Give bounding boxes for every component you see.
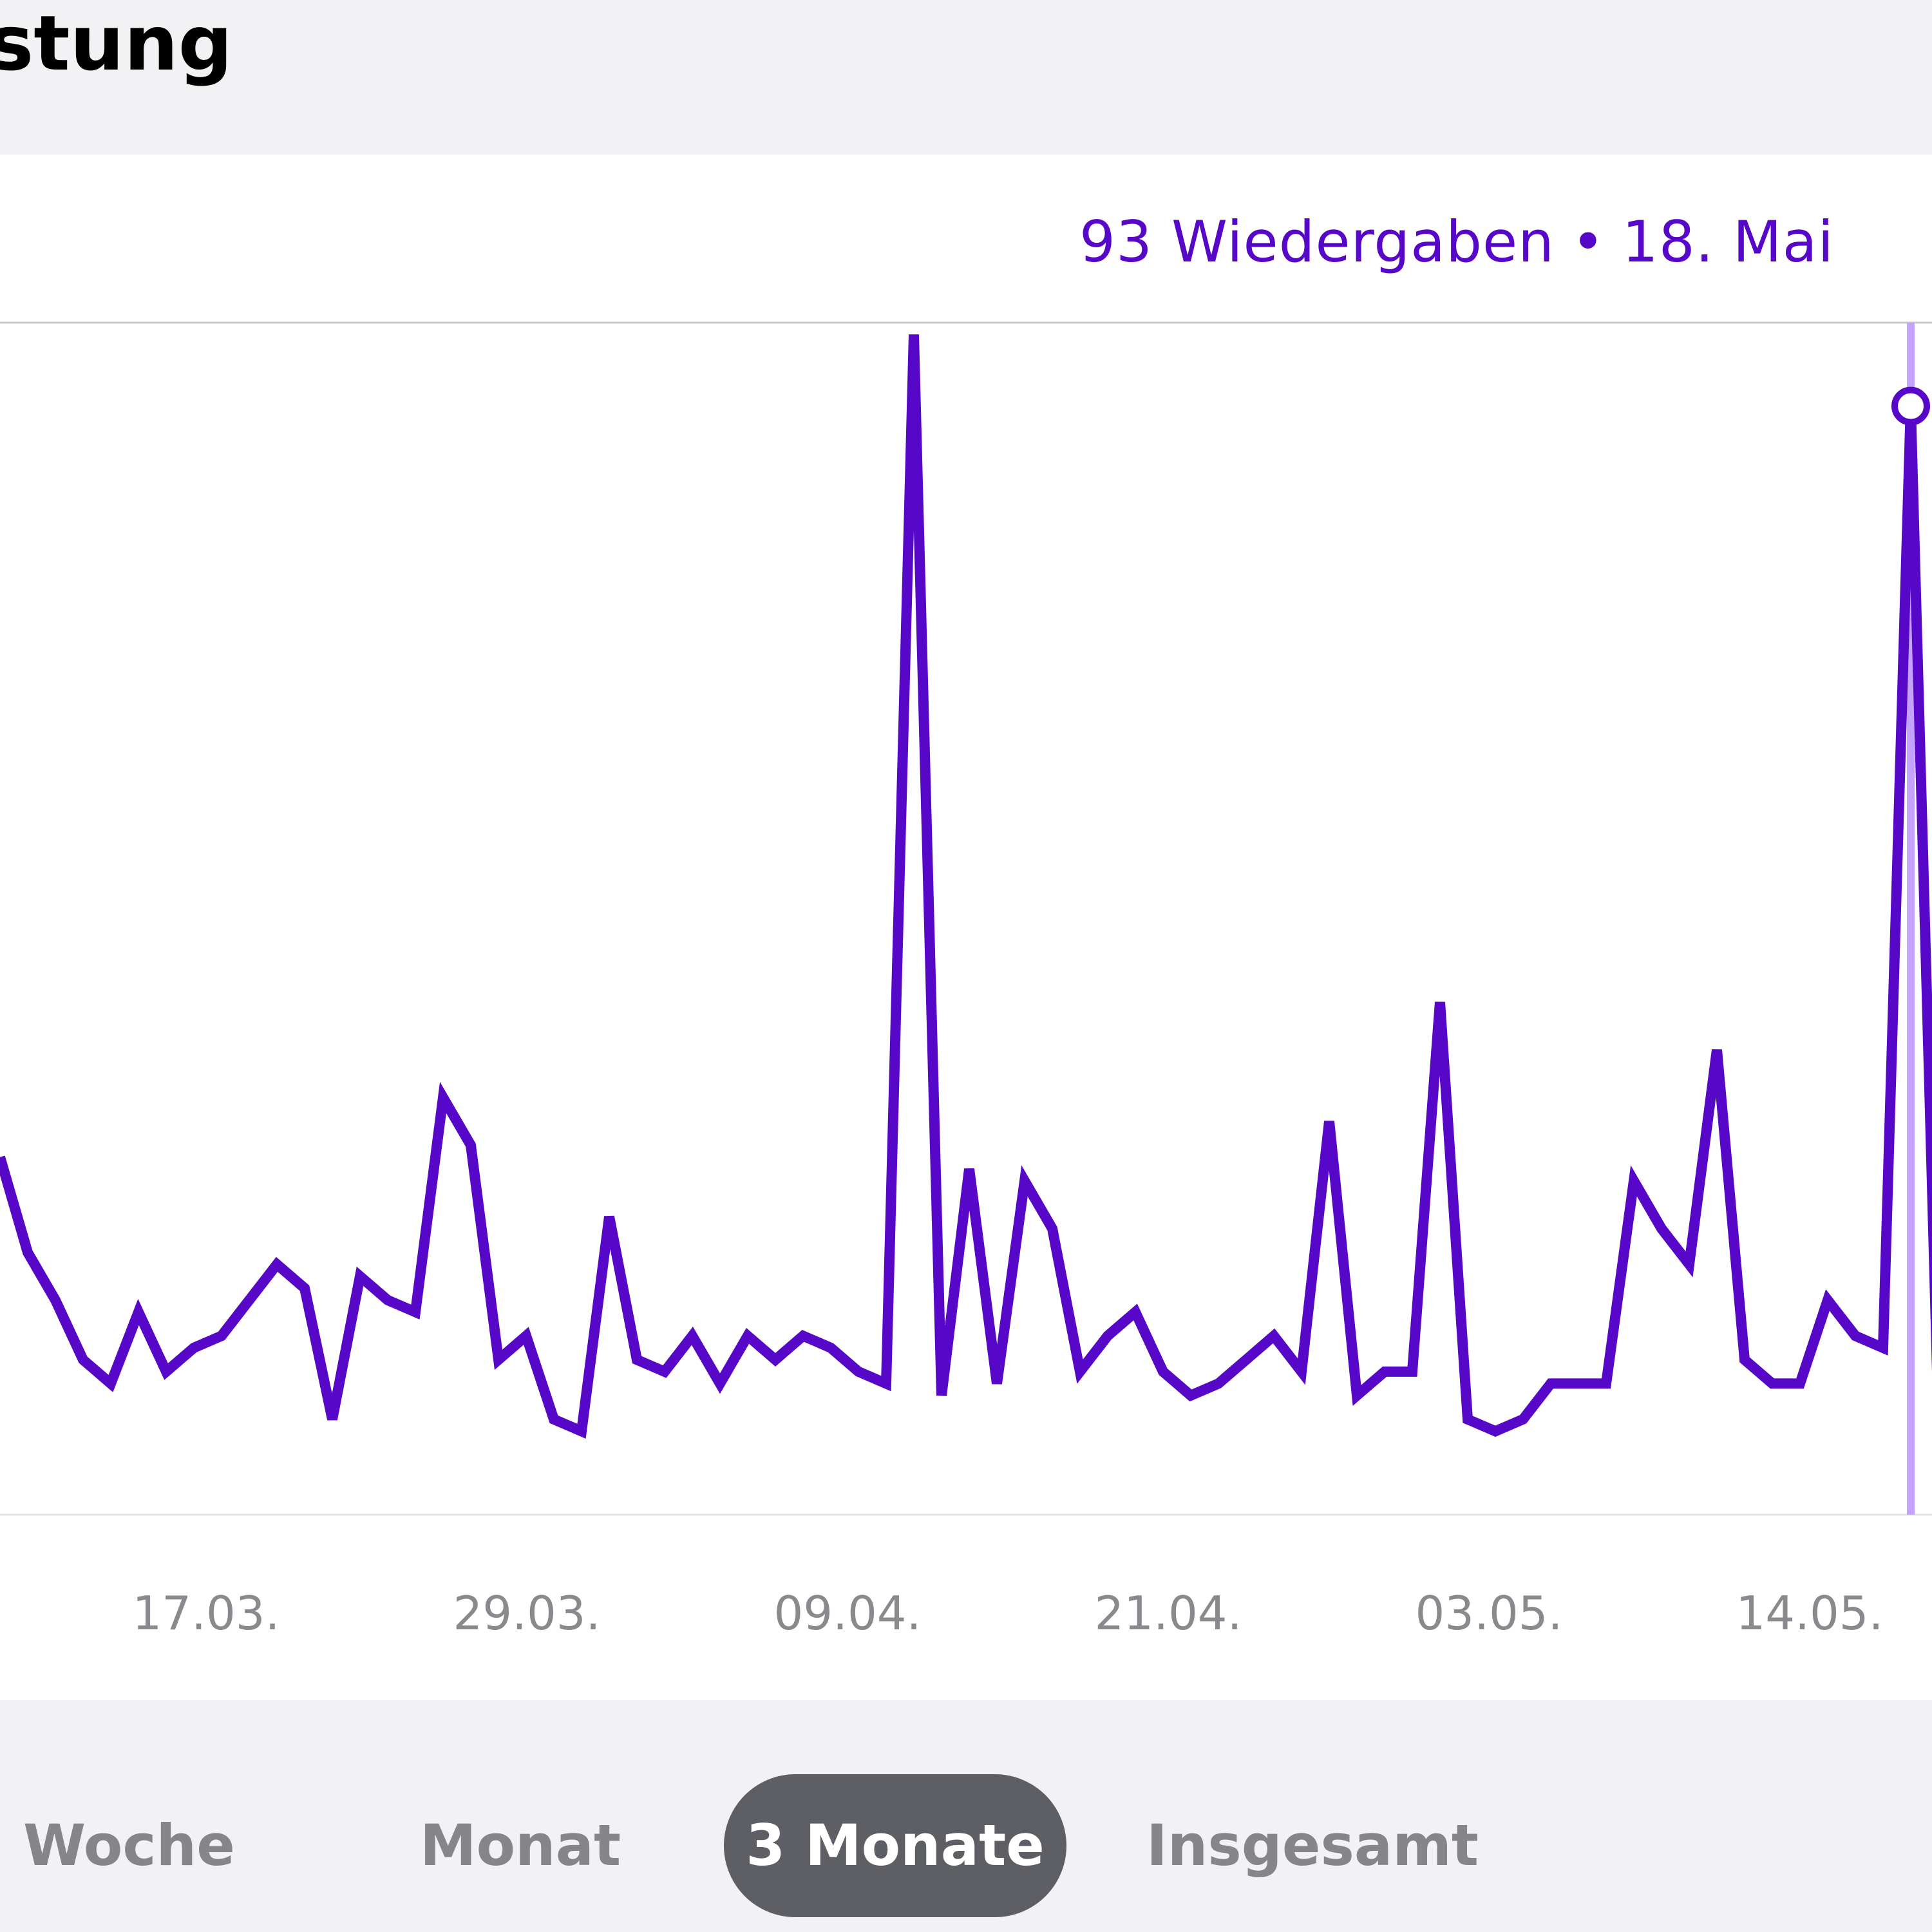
- page-title: stung: [0, 0, 233, 88]
- readout-value: 93 Wiedergaben: [1079, 209, 1555, 275]
- tab-week[interactable]: Woche: [23, 1812, 235, 1879]
- tab-all-time[interactable]: Insgesamt: [1146, 1812, 1479, 1879]
- header: stung: [0, 0, 1932, 155]
- chart-card: [0, 155, 1932, 1700]
- selected-point-readout: 93 Wiedergaben • 18. Mai: [1079, 210, 1834, 274]
- tab-month[interactable]: Monat: [420, 1812, 621, 1879]
- tab-3-months[interactable]: 3 Monate: [724, 1774, 1066, 1917]
- readout-date: 18. Mai: [1622, 209, 1834, 275]
- readout-separator: •: [1571, 209, 1605, 275]
